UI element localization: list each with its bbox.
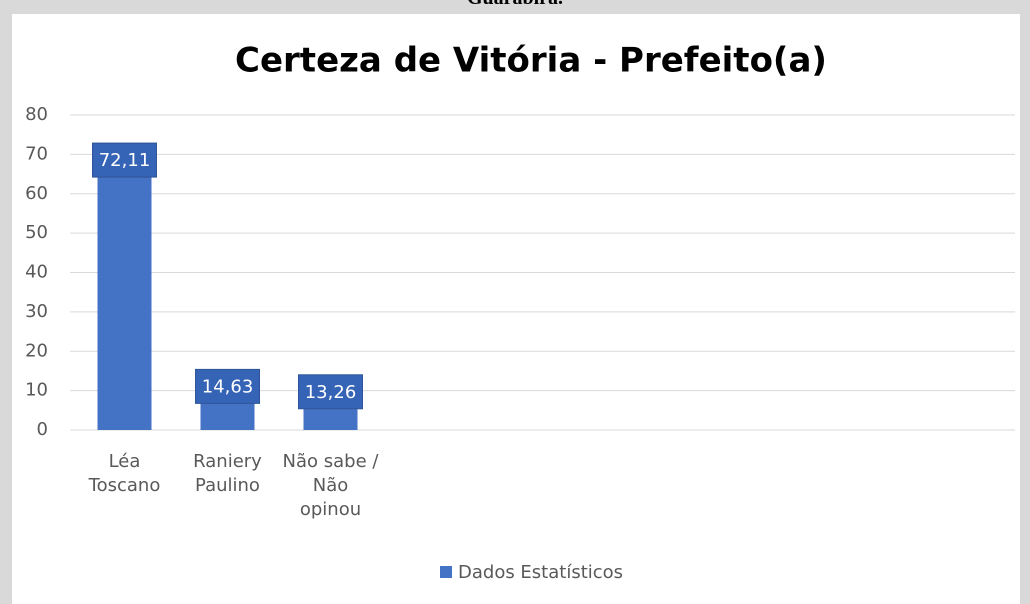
- x-tick-label: Léa Toscano: [88, 451, 161, 496]
- y-tick-label: 10: [25, 380, 48, 401]
- y-tick-label: 60: [25, 183, 48, 204]
- y-tick-label: 30: [25, 301, 48, 322]
- chart-title: Certeza de Vitória - Prefeito(a): [235, 41, 827, 81]
- legend-label: Dados Estatísticos: [458, 562, 623, 583]
- y-tick-label: 70: [25, 143, 48, 164]
- data-label-box: [298, 374, 363, 410]
- data-label: 13,26: [305, 382, 357, 403]
- chart-frame: [12, 14, 1020, 604]
- data-label: 14,63: [202, 376, 254, 397]
- data-label: 72,11: [99, 150, 151, 171]
- bar: [97, 146, 152, 430]
- y-tick-label: 20: [25, 340, 48, 361]
- x-tick-label: Raniery Paulino: [193, 451, 262, 496]
- y-tick-label: 80: [25, 104, 48, 125]
- y-tick-label: 40: [25, 262, 48, 283]
- caption: Guarabira.: [0, 0, 1030, 10]
- legend-swatch: [440, 566, 452, 578]
- x-tick-label: Não sabe / Não opinou: [282, 451, 379, 520]
- data-label-box: [92, 142, 157, 178]
- y-tick-label: 50: [25, 222, 48, 243]
- y-tick-label: 0: [37, 419, 48, 440]
- data-label-box: [195, 368, 260, 404]
